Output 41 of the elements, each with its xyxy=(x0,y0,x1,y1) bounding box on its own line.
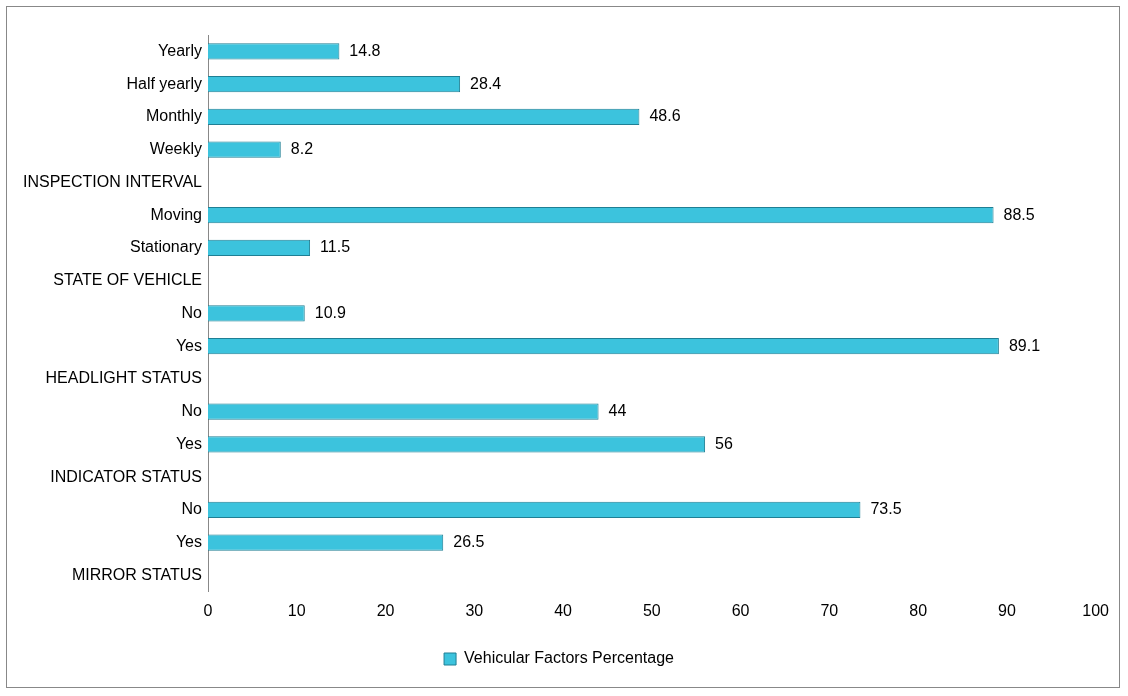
x-tick-label: 0 xyxy=(203,601,213,619)
x-tick-label: 30 xyxy=(465,601,484,619)
data-label: 28.4 xyxy=(470,74,502,92)
x-tick-label: 60 xyxy=(731,601,750,619)
data-label: 26.5 xyxy=(453,533,485,551)
y-tick-label: Half yearly xyxy=(126,74,202,92)
y-tick-label: Moving xyxy=(150,205,202,223)
x-tick-label: 90 xyxy=(997,601,1016,619)
y-tick-label: Weekly xyxy=(149,140,202,158)
y-tick-label: Yes xyxy=(175,434,202,452)
data-label: 73.5 xyxy=(870,500,902,518)
data-label: 44 xyxy=(608,402,627,420)
data-label: 48.6 xyxy=(649,107,681,125)
data-label: 56 xyxy=(715,434,733,452)
y-tick-label: Stationary xyxy=(129,238,202,256)
y-tick-label: MIRROR STATUS xyxy=(71,565,202,583)
y-tick-label: No xyxy=(181,303,203,321)
y-tick-label: Monthly xyxy=(145,107,202,125)
data-label: 14.8 xyxy=(349,41,381,59)
data-label: 88.5 xyxy=(1003,205,1035,223)
y-tick-label: Yes xyxy=(175,533,202,551)
y-tick-label: Yes xyxy=(175,336,202,354)
y-tick-label: No xyxy=(181,402,203,420)
y-tick-label: STATE OF VEHICLE xyxy=(53,271,202,289)
x-tick-label: 20 xyxy=(376,601,395,619)
legend-label: Vehicular Factors Percentage xyxy=(464,649,675,667)
x-tick-label: 100 xyxy=(1082,601,1110,619)
y-tick-label: No xyxy=(181,500,203,518)
y-tick-label: HEADLIGHT STATUS xyxy=(45,369,202,387)
y-tick-label: INSPECTION INTERVAL xyxy=(23,172,203,190)
data-label: 89.1 xyxy=(1008,336,1041,354)
x-tick-label: 70 xyxy=(820,601,839,619)
x-tick-label: 50 xyxy=(642,601,661,619)
y-tick-label: INDICATOR STATUS xyxy=(50,467,202,485)
x-tick-label: 40 xyxy=(554,601,573,619)
data-label: 8.2 xyxy=(290,140,314,158)
data-label: 10.9 xyxy=(314,303,346,321)
data-label: 11.5 xyxy=(320,238,351,256)
y-tick-label: Yearly xyxy=(158,41,202,59)
x-tick-label: 80 xyxy=(909,601,928,619)
x-tick-label: 10 xyxy=(287,601,306,619)
